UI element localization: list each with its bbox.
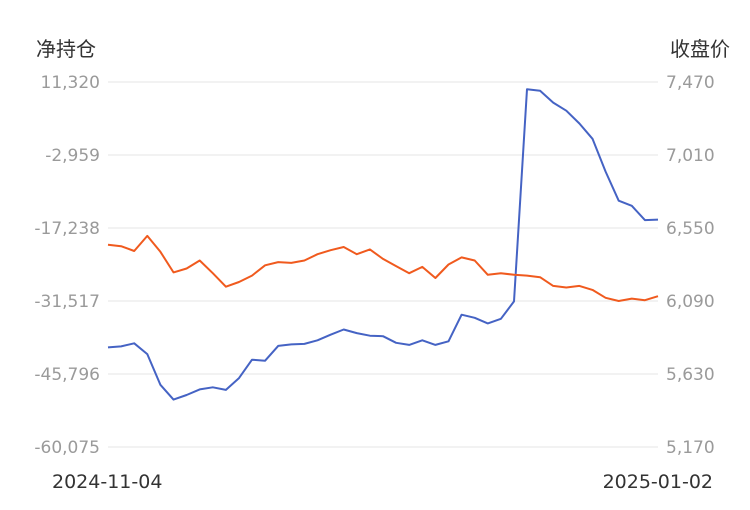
right-tick-label: 6,550 [666,219,715,239]
right-axis-ticks: 7,470 7,010 6,550 6,090 5,630 5,170 [666,73,715,458]
x-label-end: 2025-01-02 [603,471,713,493]
right-tick-label: 7,010 [666,146,715,166]
left-tick-label: -17,238 [34,219,100,239]
close-price-line [107,234,659,302]
right-axis-title: 收盘价 [670,37,730,61]
x-label-start: 2024-11-04 [52,471,162,493]
grid-lines [108,81,658,448]
right-tick-label: 6,090 [666,292,715,312]
net-position-line [107,88,659,401]
right-tick-label: 5,630 [666,365,715,385]
right-tick-label: 5,170 [666,438,715,458]
left-tick-label: -45,796 [34,365,100,385]
left-tick-label: -60,075 [34,438,100,458]
left-tick-label: -2,959 [45,146,100,166]
right-tick-label: 7,470 [666,73,715,93]
left-tick-label: -31,517 [34,292,100,312]
series-lines [107,88,659,401]
left-axis-title: 净持仓 [36,37,96,61]
left-axis-ticks: 11,320 -2,959 -17,238 -31,517 -45,796 -60,075 [34,73,100,458]
left-tick-label: 11,320 [41,73,100,93]
